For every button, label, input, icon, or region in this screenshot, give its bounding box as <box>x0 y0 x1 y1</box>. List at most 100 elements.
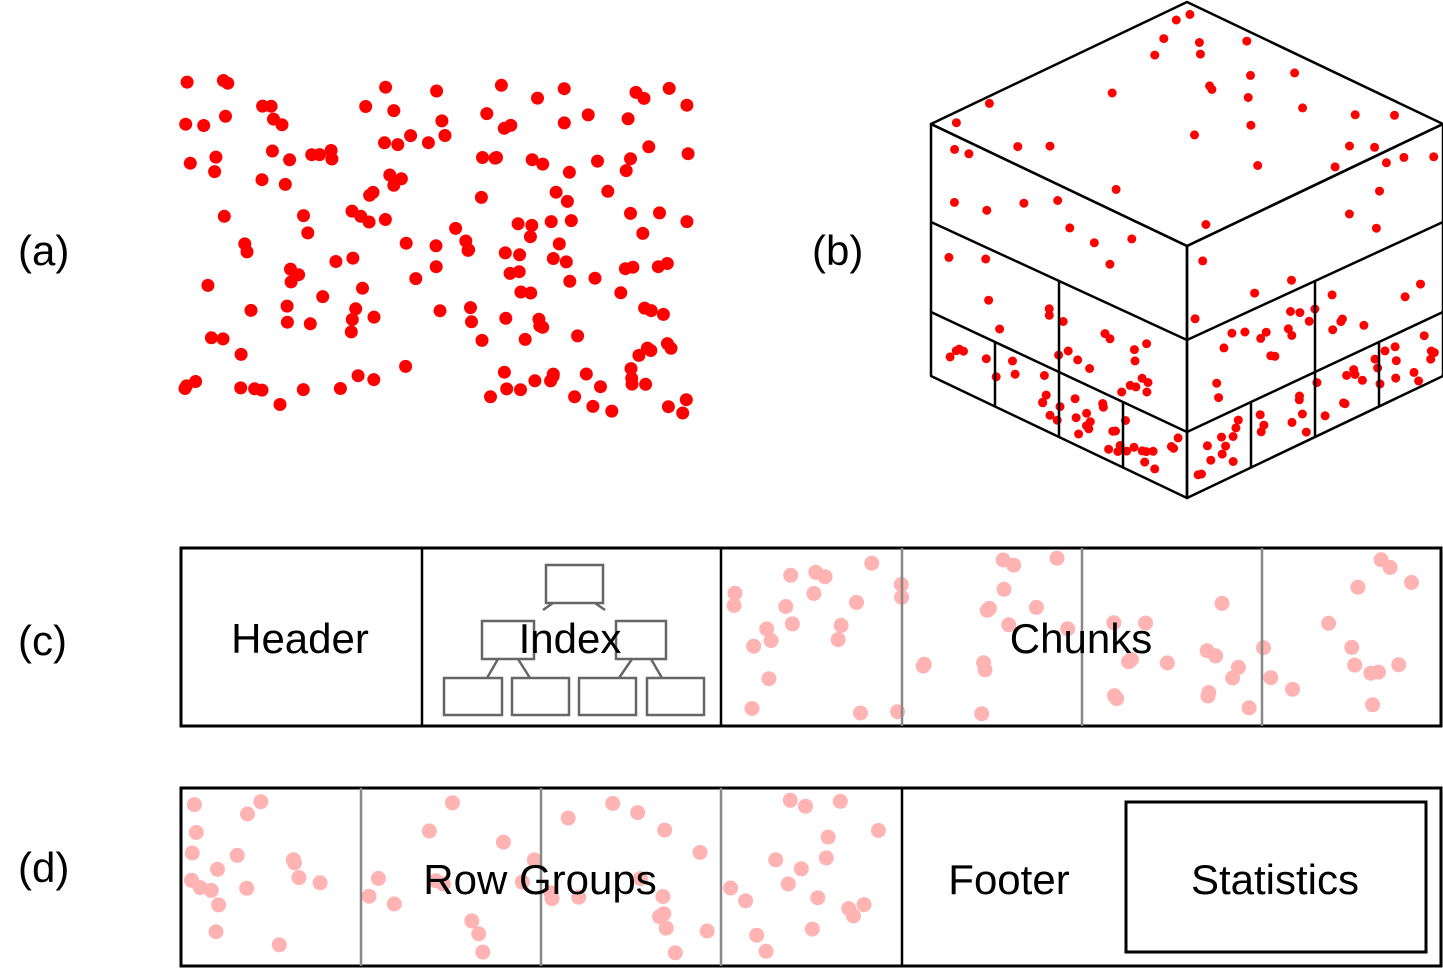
point <box>354 209 368 223</box>
point <box>1137 373 1147 383</box>
point <box>378 213 392 226</box>
point <box>1104 444 1114 454</box>
point <box>1106 615 1122 631</box>
point <box>429 239 443 253</box>
point <box>1391 373 1401 383</box>
point <box>804 921 820 937</box>
point <box>1243 93 1253 102</box>
point <box>782 792 798 808</box>
point <box>667 945 683 961</box>
point <box>201 278 215 292</box>
point <box>951 118 961 128</box>
point <box>1359 320 1369 330</box>
point <box>1212 378 1222 388</box>
point <box>1074 429 1084 439</box>
point <box>386 896 402 912</box>
point <box>1286 307 1295 316</box>
point <box>1416 279 1425 289</box>
point <box>255 173 269 187</box>
point <box>438 129 452 142</box>
point <box>563 274 577 288</box>
point <box>211 897 227 913</box>
point <box>208 924 224 940</box>
point <box>916 656 932 672</box>
point <box>1321 615 1337 631</box>
point <box>184 845 200 861</box>
point <box>1255 410 1265 420</box>
point <box>864 555 880 571</box>
point <box>351 369 365 383</box>
point <box>692 844 708 860</box>
panel-d-label: (d) <box>18 844 69 891</box>
point <box>636 226 650 240</box>
point <box>1198 256 1208 266</box>
point <box>525 218 539 232</box>
point <box>727 585 743 601</box>
point <box>870 823 886 838</box>
point <box>435 114 449 128</box>
point <box>1391 356 1401 366</box>
point <box>238 237 252 251</box>
point <box>557 116 571 130</box>
point <box>640 341 654 355</box>
point <box>849 594 864 610</box>
point <box>244 303 258 317</box>
point <box>1347 657 1363 673</box>
point <box>974 706 990 722</box>
point <box>979 602 995 618</box>
point <box>1169 443 1179 453</box>
point <box>738 893 754 909</box>
point <box>421 823 437 839</box>
point <box>367 310 381 324</box>
point <box>533 319 547 333</box>
point <box>303 317 317 331</box>
point <box>981 354 991 364</box>
point <box>1381 158 1391 168</box>
point <box>660 337 674 351</box>
point <box>1205 81 1215 91</box>
point <box>1045 410 1055 420</box>
point <box>301 226 315 240</box>
point <box>1380 346 1390 356</box>
point <box>464 913 480 929</box>
point <box>1041 390 1051 400</box>
point <box>278 177 292 191</box>
point <box>1129 345 1139 355</box>
point <box>653 206 666 220</box>
point <box>1240 327 1250 337</box>
point <box>1122 446 1132 456</box>
point <box>723 880 739 896</box>
point <box>1073 355 1083 365</box>
point <box>1342 370 1352 380</box>
index-tree-icon <box>442 563 706 717</box>
point <box>833 617 849 633</box>
point <box>1298 103 1308 113</box>
point <box>296 383 310 397</box>
point <box>588 271 602 285</box>
point <box>1190 314 1200 324</box>
point <box>638 301 652 315</box>
point <box>1071 413 1081 423</box>
point <box>1202 441 1212 451</box>
point <box>297 209 310 223</box>
point <box>1159 34 1169 44</box>
point <box>475 333 489 347</box>
point <box>1111 184 1121 194</box>
statistics-label: Statistics <box>1191 856 1359 903</box>
point <box>1301 427 1311 437</box>
point <box>1107 688 1122 704</box>
point <box>459 234 473 248</box>
point <box>630 805 646 821</box>
point <box>1217 432 1226 442</box>
point <box>513 248 527 262</box>
point <box>305 148 319 162</box>
point <box>255 383 269 397</box>
partitioned-cube <box>929 0 1443 500</box>
point <box>996 581 1012 597</box>
point <box>430 84 444 98</box>
point <box>680 215 694 229</box>
point <box>329 255 343 268</box>
point <box>1370 142 1380 152</box>
point <box>239 880 255 896</box>
point <box>845 908 861 924</box>
